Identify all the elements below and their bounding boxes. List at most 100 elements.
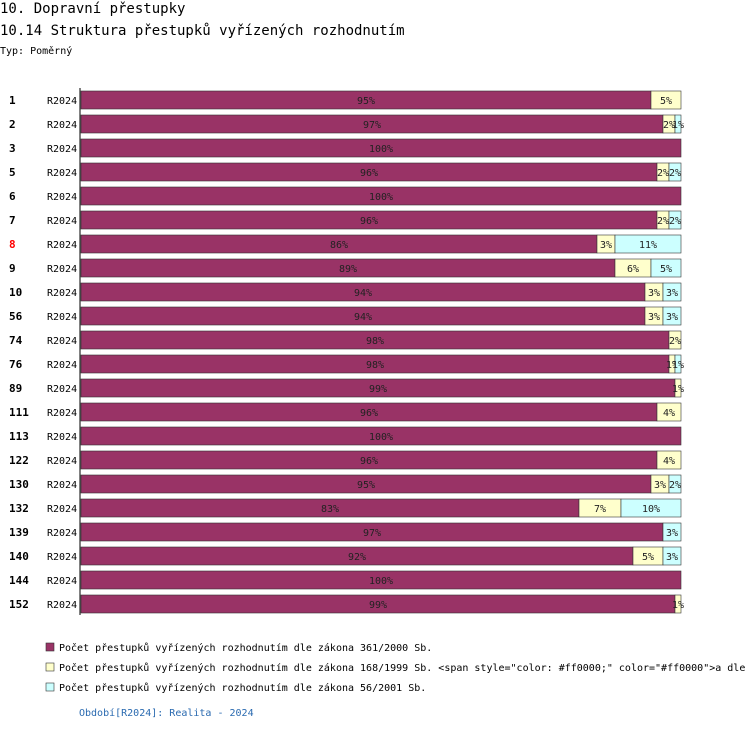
value-label: 98% bbox=[366, 360, 384, 371]
bar-segment bbox=[668, 474, 682, 494]
category-label: 3 bbox=[9, 142, 16, 155]
value-label: 2% bbox=[669, 336, 681, 347]
bar-segment bbox=[80, 138, 682, 158]
bar-segment bbox=[668, 210, 682, 230]
period-label: R2024 bbox=[47, 480, 77, 491]
chart-title: 10. Dopravní přestupky bbox=[0, 1, 185, 17]
period-label: R2024 bbox=[47, 336, 77, 347]
category-label: 132 bbox=[9, 502, 29, 515]
value-label: 83% bbox=[321, 504, 339, 515]
value-label: 89% bbox=[339, 264, 357, 275]
category-label: 9 bbox=[9, 262, 16, 275]
category-label: 2 bbox=[9, 118, 16, 131]
bar-segment bbox=[80, 186, 682, 206]
value-label: 3% bbox=[648, 288, 660, 299]
legend-swatch bbox=[45, 662, 55, 672]
value-label: 10% bbox=[642, 504, 660, 515]
period-label: R2024 bbox=[47, 360, 77, 371]
bar-segment bbox=[668, 330, 682, 350]
category-label: 140 bbox=[9, 550, 29, 563]
value-label: 2% bbox=[663, 120, 675, 131]
category-label: 1 bbox=[9, 94, 16, 107]
bar-segment bbox=[662, 306, 682, 326]
period-label: R2024 bbox=[47, 144, 77, 155]
value-label: 3% bbox=[666, 312, 678, 323]
legend-swatch bbox=[45, 642, 55, 652]
value-label: 96% bbox=[360, 168, 378, 179]
bar-segment bbox=[668, 162, 682, 182]
bar-segment bbox=[662, 546, 682, 566]
period-label: R2024 bbox=[47, 552, 77, 563]
value-label: 100% bbox=[369, 192, 393, 203]
category-label: 89 bbox=[9, 382, 22, 395]
period-label: R2024 bbox=[47, 312, 77, 323]
bar-segment bbox=[614, 234, 682, 254]
period-label: R2024 bbox=[47, 576, 77, 587]
value-label: 97% bbox=[363, 120, 381, 131]
period-label: R2024 bbox=[47, 288, 77, 299]
period-label: R2024 bbox=[47, 192, 77, 203]
value-label: 3% bbox=[600, 240, 612, 251]
category-label: 10 bbox=[9, 286, 22, 299]
value-label: 99% bbox=[369, 600, 387, 611]
period-label: R2024 bbox=[47, 240, 77, 251]
period-label: R2024 bbox=[47, 504, 77, 515]
period-label: R2024 bbox=[47, 168, 77, 179]
value-label: 86% bbox=[330, 240, 348, 251]
period-label: R2024 bbox=[47, 264, 77, 275]
value-label: 4% bbox=[663, 456, 675, 467]
category-label: 144 bbox=[9, 574, 29, 587]
value-label: 2% bbox=[669, 168, 681, 179]
category-label: 7 bbox=[9, 214, 16, 227]
value-label: 2% bbox=[657, 168, 669, 179]
value-label: 94% bbox=[354, 288, 372, 299]
bar-segment bbox=[662, 522, 682, 542]
value-label: 11% bbox=[639, 240, 657, 251]
value-label: 96% bbox=[360, 216, 378, 227]
period-label: R2024 bbox=[47, 432, 77, 443]
category-label: 152 bbox=[9, 598, 29, 611]
value-label: 7% bbox=[594, 504, 606, 515]
value-label: 96% bbox=[360, 456, 378, 467]
value-label: 98% bbox=[366, 336, 384, 347]
value-label: 3% bbox=[666, 552, 678, 563]
period-label: R2024 bbox=[47, 456, 77, 467]
bar-segment bbox=[656, 402, 682, 422]
bar-segment bbox=[674, 114, 682, 134]
value-label: 100% bbox=[369, 432, 393, 443]
value-label: 5% bbox=[660, 96, 672, 107]
legend-label: Počet přestupků vyřízených rozhodnutím d… bbox=[59, 662, 745, 674]
value-label: 95% bbox=[357, 480, 375, 491]
category-label: 8 bbox=[9, 238, 16, 251]
chart-note: Typ: Poměrný bbox=[0, 45, 72, 57]
value-label: 5% bbox=[660, 264, 672, 275]
value-label: 1% bbox=[672, 120, 684, 131]
value-label: 2% bbox=[669, 480, 681, 491]
bar-segment bbox=[650, 90, 682, 110]
bar-segment bbox=[620, 498, 682, 518]
bar-segment bbox=[674, 354, 682, 374]
value-label: 5% bbox=[642, 552, 654, 563]
value-label: 99% bbox=[369, 384, 387, 395]
legend-label: Počet přestupků vyřízených rozhodnutím d… bbox=[59, 642, 432, 654]
legend-swatch bbox=[45, 682, 55, 692]
bar-segment bbox=[80, 570, 682, 590]
category-label: 76 bbox=[9, 358, 23, 371]
category-label: 6 bbox=[9, 190, 16, 203]
bar-segment bbox=[674, 594, 682, 614]
value-label: 1% bbox=[672, 384, 684, 395]
value-label: 4% bbox=[663, 408, 675, 419]
value-label: 95% bbox=[357, 96, 375, 107]
value-label: 97% bbox=[363, 528, 381, 539]
category-label: 56 bbox=[9, 310, 23, 323]
value-label: 1% bbox=[672, 360, 684, 371]
value-label: 1% bbox=[666, 360, 678, 371]
value-label: 3% bbox=[648, 312, 660, 323]
bar-segment bbox=[650, 258, 682, 278]
period-label: R2024 bbox=[47, 96, 77, 107]
category-label: 130 bbox=[9, 478, 29, 491]
value-label: 2% bbox=[669, 216, 681, 227]
value-label: 100% bbox=[369, 576, 393, 587]
period-label: R2024 bbox=[47, 120, 77, 131]
